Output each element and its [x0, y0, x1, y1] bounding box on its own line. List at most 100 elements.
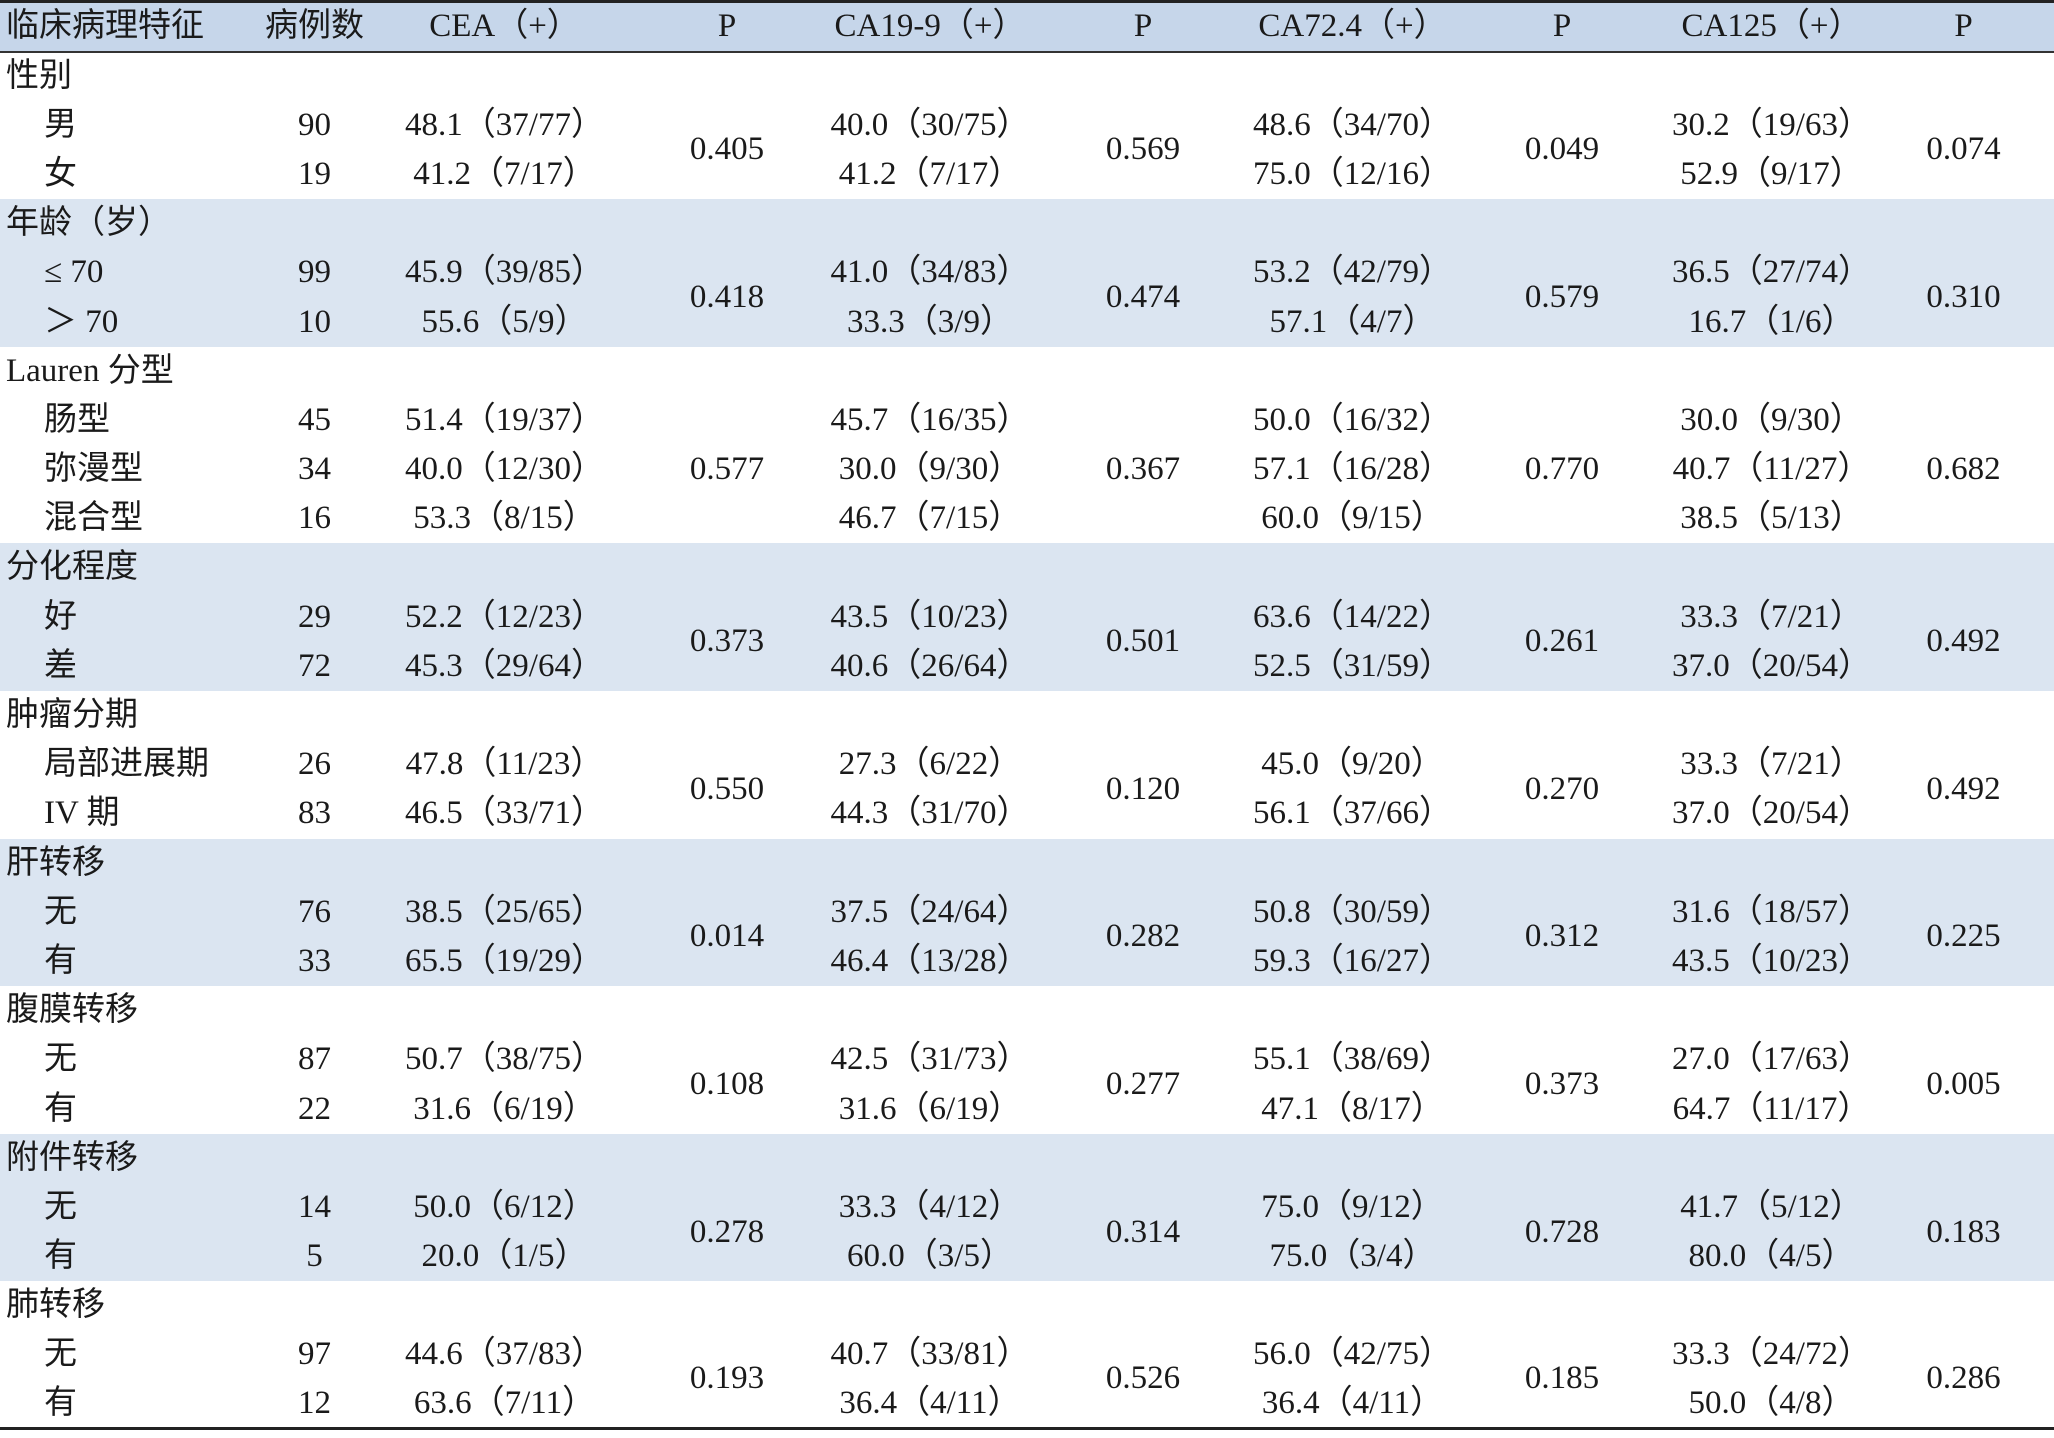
p-value: 0.282 [1105, 918, 1181, 955]
p-value: 0.314 [1105, 1213, 1181, 1250]
row-label: 无 [44, 1041, 77, 1078]
row-label: 肠型 [44, 401, 110, 438]
p-value: 0.579 [1524, 278, 1600, 315]
positive-rate: 36.4（4/11） [839, 1384, 1021, 1421]
p-value: 0.183 [1926, 1213, 2001, 1250]
group-title: 腹膜转移 [6, 992, 138, 1029]
group-title-row: 肺转移 [0, 1281, 2054, 1330]
p-value: 0.474 [1105, 278, 1181, 315]
positive-rate: 50.0（16/32） [1253, 401, 1452, 438]
data-row: IV 期 83 46.5（33/71） 44.3（31/70） 56.1（37/66） 3… [0, 789, 2054, 838]
p-value: 0.373 [1524, 1065, 1600, 1102]
positive-rate: 33.3（4/12） [838, 1188, 1022, 1225]
data-row: 女 19 41.2（7/17） 41.2（7/17） 75.0（12/16） 52.9（9… [0, 150, 2054, 199]
positive-rate: 51.4（19/37） [405, 401, 604, 438]
positive-rate: 43.5（10/23） [830, 598, 1030, 635]
row-label: 有 [44, 1384, 77, 1421]
positive-rate: 33.3（3/9） [847, 303, 1013, 340]
positive-rate: 16.7（1/6） [1688, 303, 1855, 340]
header-row: 临床病理特征 病例数 CEA（+） P CA19-9（+） P CA72.4（+） P CA12… [0, 1, 2054, 53]
positive-rate: 43.5（10/23） [1672, 942, 1871, 979]
positive-rate: 37.0（20/54） [1672, 795, 1871, 832]
p-value: 0.550 [689, 770, 765, 807]
positive-rate: 45.7（16/35） [830, 401, 1030, 438]
header-cell: P [1454, 1, 1670, 53]
row-label: 混合型 [44, 500, 143, 537]
positive-rate: 46.4（13/28） [830, 942, 1030, 979]
p-value: 0.728 [1524, 1213, 1600, 1250]
positive-rate: 75.0（12/16） [1253, 155, 1452, 192]
p-value: 0.261 [1524, 623, 1600, 660]
positive-rate: 36.5（27/74） [1672, 254, 1871, 291]
data-row: 无 76 38.5（25/65） 0.014 37.5（24/64） 0.282 50.8（… [0, 888, 2054, 953]
row-group: 肝转移无 76 38.5（25/65） 0.014 37.5（24/64） 0.282 50… [0, 838, 2054, 987]
row-label: 有 [44, 942, 77, 979]
case-count: 90 [298, 106, 331, 143]
group-title-row: 附件转移 [0, 1134, 2054, 1183]
positive-rate: 41.2（7/17） [413, 155, 596, 192]
p-value: 0.120 [1105, 770, 1181, 807]
data-row: 差 72 45.3（29/64） 40.6（26/64） 52.5（31/59） 37.0… [0, 642, 2054, 691]
case-count: 83 [298, 795, 331, 832]
positive-rate: 31.6（6/19） [838, 1090, 1022, 1127]
row-label: 差 [44, 647, 77, 684]
positive-rate: 30.0（9/30） [838, 451, 1022, 488]
positive-rate: 53.3（8/15） [413, 500, 596, 537]
p-value: 0.005 [1926, 1065, 2001, 1102]
table-header: 临床病理特征 病例数 CEA（+） P CA19-9（+） P CA72.4（+） P CA12… [0, 1, 2054, 53]
p-value: 0.492 [1926, 623, 2001, 660]
positive-rate: 52.9（9/17） [1680, 155, 1863, 192]
data-row: 有 12 63.6（7/11） 36.4（4/11） 36.4（4/11） 50.0（4/… [0, 1380, 2054, 1429]
data-row: 无 97 44.6（37/83） 0.193 40.7（33/81） 0.526 56.0（… [0, 1330, 2054, 1395]
positive-rate: 60.0（9/15） [1261, 500, 1444, 537]
positive-rate: 47.8（11/23） [405, 746, 604, 783]
group-title-row: 腹膜转移 [0, 986, 2054, 1035]
data-row: 局部进展期 26 47.8（11/23） 0.550 27.3（6/22） 0.120 45… [0, 740, 2054, 806]
p-value: 0.569 [1105, 131, 1181, 168]
row-label: 无 [44, 1188, 77, 1225]
p-value: 0.312 [1524, 918, 1600, 955]
positive-rate: 50.7（38/75） [405, 1041, 604, 1078]
row-label: 无 [44, 893, 77, 930]
group-title-row: 肿瘤分期 [0, 691, 2054, 740]
group-title: 分化程度 [6, 549, 138, 586]
positive-rate: 80.0（4/5） [1688, 1238, 1855, 1275]
data-row: 好 29 52.2（12/23） 0.373 43.5（10/23） 0.501 63.6（… [0, 593, 2054, 658]
positive-rate: 27.0（17/63） [1672, 1041, 1871, 1078]
row-label: 弥漫型 [44, 451, 143, 488]
p-value: 0.278 [689, 1213, 765, 1250]
positive-rate: 40.7（11/27） [1672, 451, 1871, 488]
positive-rate: 57.1（16/28） [1253, 451, 1452, 488]
p-value: 0.373 [689, 623, 765, 660]
positive-rate: 33.3（24/72） [1672, 1336, 1871, 1373]
group-title: 肿瘤分期 [6, 697, 138, 734]
p-value: 0.270 [1524, 770, 1600, 807]
positive-rate: 47.1（8/17） [1261, 1090, 1444, 1127]
group-title: 肺转移 [6, 1287, 105, 1324]
data-row: 有 22 31.6（6/19） 31.6（6/19） 47.1（8/17） 64.7（11… [0, 1084, 2054, 1133]
positive-rate: 75.0（9/12） [1261, 1188, 1444, 1225]
positive-rate: 37.5（24/64） [830, 893, 1030, 930]
positive-rate: 56.0（42/75） [1253, 1336, 1452, 1373]
positive-rate: 38.5（5/13） [1680, 500, 1863, 537]
positive-rate: 45.9（39/85） [405, 254, 604, 291]
positive-rate: 52.5（31/59） [1253, 647, 1452, 684]
case-count: 34 [298, 451, 331, 488]
p-value: 0.225 [1926, 918, 2001, 955]
positive-rate: 53.2（42/79） [1253, 254, 1452, 291]
data-row: ≤ 70 99 45.9（39/85） 0.418 41.0（34/83） 0.474 53… [0, 248, 2054, 314]
group-title: 附件转移 [6, 1139, 138, 1176]
header-cell: P [629, 1, 825, 53]
data-row: 有 33 65.5（19/29） 46.4（13/28） 59.3（16/27） 43.5… [0, 937, 2054, 986]
case-count: 97 [298, 1336, 331, 1373]
header-cell: CA125（+） [1670, 1, 1873, 53]
positive-rate: 50.0（6/12） [413, 1188, 596, 1225]
case-count: 87 [298, 1041, 331, 1078]
positive-rate: 45.3（29/64） [405, 647, 604, 684]
positive-rate: 65.5（19/29） [405, 942, 604, 979]
positive-rate: 55.1（38/69） [1253, 1041, 1452, 1078]
positive-rate: 27.3（6/22） [838, 746, 1022, 783]
case-count: 72 [298, 647, 331, 684]
